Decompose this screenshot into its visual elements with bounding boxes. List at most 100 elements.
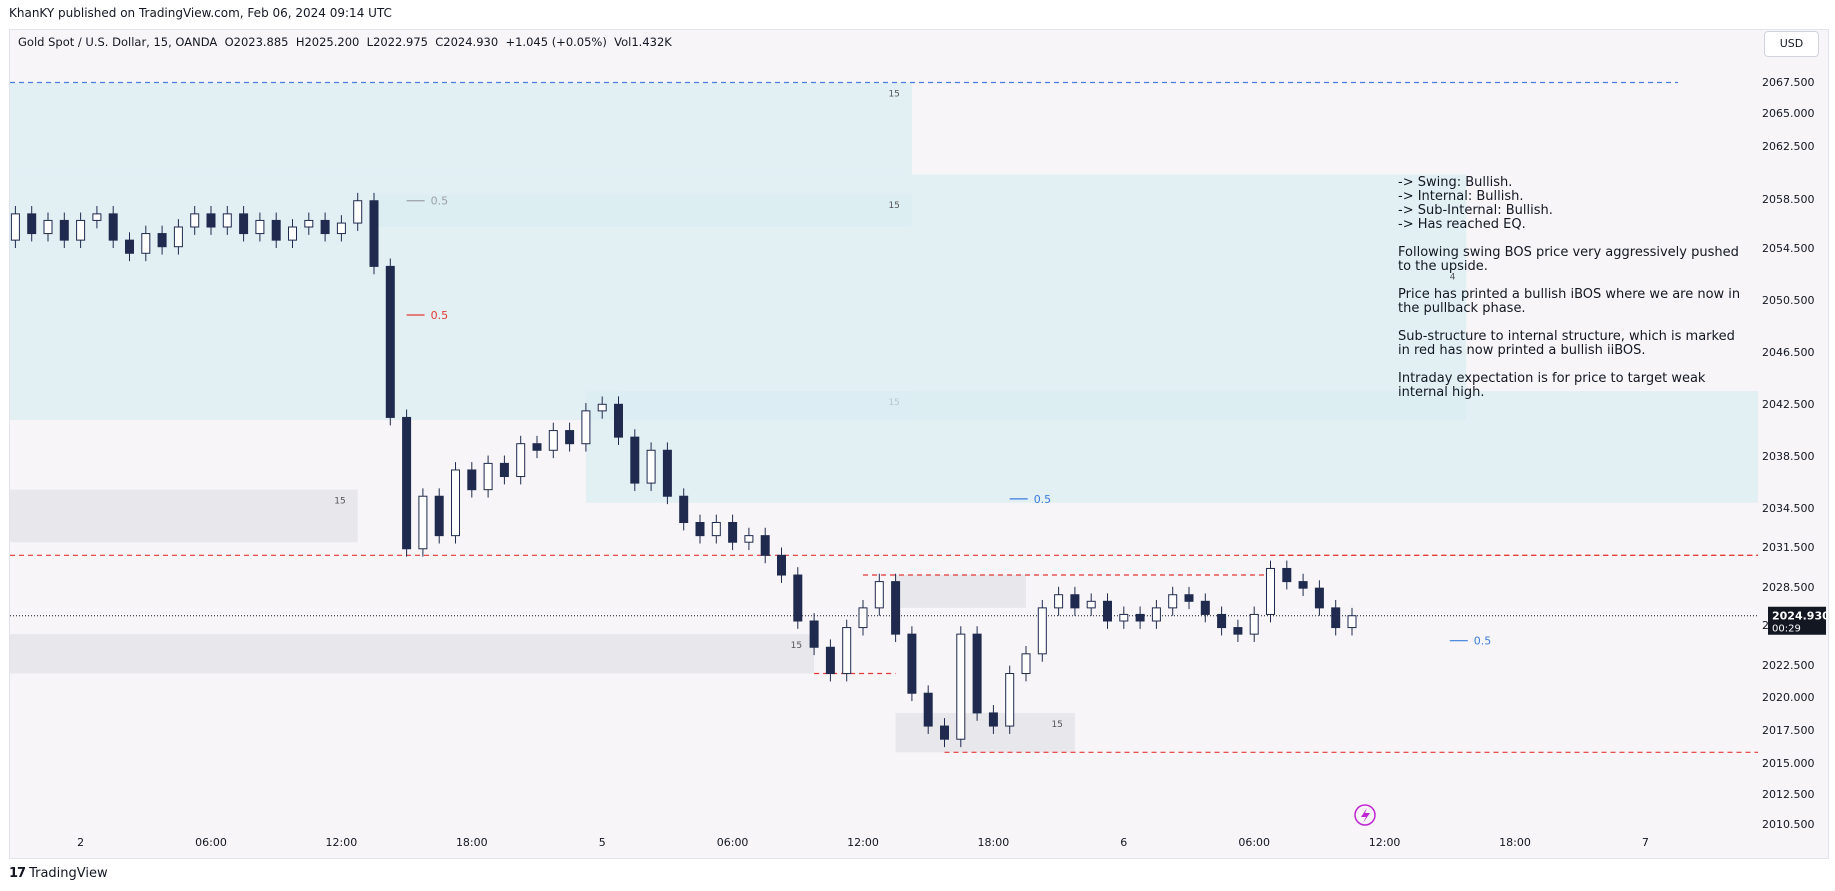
price-axis-tick: 2015.000: [1762, 757, 1815, 770]
price-axis-tick: 2031.500: [1762, 541, 1815, 554]
candle-bearish: [695, 522, 705, 537]
candle-bullish: [451, 469, 460, 537]
ohlc-legend: Gold Spot / U.S. Dollar, 15, OANDA O2023…: [18, 35, 672, 49]
candle-bearish: [662, 449, 672, 497]
candle-bearish: [1217, 613, 1227, 629]
price-chart[interactable]: 1515151515150.50.50.50.542067.5002065.00…: [10, 30, 1828, 858]
publisher-line: KhanKY published on TradingView.com, Feb…: [9, 6, 392, 20]
notes-line: to the upside.: [1398, 259, 1488, 274]
candle-bullish: [222, 213, 232, 228]
time-axis-tick: 12:00: [326, 836, 358, 849]
candle-bullish: [190, 213, 200, 228]
time-axis-tick: 6: [1120, 836, 1127, 849]
candle-bullish: [548, 430, 558, 451]
candle-bullish: [173, 226, 183, 248]
time-axis-tick: 06:00: [195, 836, 227, 849]
candle-bullish: [516, 443, 526, 478]
time-axis-tick: 12:00: [847, 836, 879, 849]
equilibrium-label: 0.5: [431, 195, 449, 208]
candle-bullish: [858, 607, 868, 629]
supply-demand-zone: [585, 391, 1758, 503]
zone-timeframe-label: 15: [888, 90, 899, 100]
price-axis-tick: 2046.500: [1762, 346, 1815, 359]
candle-bearish: [1200, 600, 1210, 615]
notes-line: -> Swing: Bullish.: [1398, 175, 1513, 190]
candle-bearish: [1135, 613, 1145, 622]
candle-bullish: [1005, 673, 1015, 727]
notes-line: in red has now printed a bullish iiBOS.: [1398, 343, 1646, 358]
lightning-icon: [1354, 804, 1376, 826]
legend-open: O2023.885: [224, 35, 289, 49]
candle-bullish: [255, 219, 265, 235]
tradingview-logo-text: TradingView: [29, 866, 108, 881]
candle-bullish: [353, 200, 363, 224]
candle-bearish: [1184, 594, 1194, 602]
price-tag: [1768, 606, 1826, 635]
candle-bearish: [940, 725, 949, 740]
candle-bullish: [1086, 600, 1096, 609]
candle-bullish: [1021, 653, 1031, 675]
zone-timeframe-label: 15: [1051, 720, 1062, 730]
order-block-zone: [895, 712, 1075, 753]
notes-line: -> Internal: Bullish.: [1398, 189, 1524, 204]
candle-bearish: [1314, 587, 1324, 609]
candle-bullish: [1119, 613, 1129, 622]
notes-line: Price has printed a bullish iBOS where w…: [1398, 287, 1741, 302]
candle-bearish: [59, 219, 69, 241]
notes-line: Intraday expectation is for price to tar…: [1398, 371, 1706, 386]
legend-symbol[interactable]: Gold Spot / U.S. Dollar, 15, OANDA: [18, 35, 218, 49]
candle-bearish: [532, 443, 542, 451]
lightning-icon-bolt: [1361, 808, 1370, 823]
price-axis-tick: 2017.500: [1762, 724, 1815, 737]
candle-bearish: [728, 522, 738, 543]
order-block-zone: [895, 575, 1026, 608]
candle-bullish: [336, 222, 346, 235]
candle-bearish: [760, 535, 770, 556]
time-axis-tick: 06:00: [1238, 836, 1270, 849]
candle-bullish: [418, 495, 428, 550]
candle-bearish: [239, 213, 249, 235]
notes-gap: [1398, 358, 1758, 372]
timeframe-label: 4: [1450, 273, 1456, 283]
tradingview-logo-icon: 17: [9, 866, 26, 881]
candle-bearish: [1282, 567, 1292, 583]
tradingview-logo[interactable]: 17 TradingView: [9, 866, 108, 881]
equilibrium-label: 0.5: [1474, 635, 1492, 648]
price-axis-tick: 2010.500: [1762, 818, 1815, 831]
price-axis-tick: 2058.500: [1762, 193, 1815, 206]
candle-bullish: [711, 522, 721, 537]
currency-button[interactable]: USD: [1764, 31, 1819, 57]
candle-bullish: [288, 226, 297, 241]
price-tag-value: 2024.930: [1772, 610, 1828, 623]
candle-bearish: [793, 574, 803, 622]
price-axis-tick: 2054.500: [1762, 242, 1815, 255]
candle-bearish: [679, 495, 689, 524]
notes-line: internal high.: [1398, 385, 1485, 400]
candle-bearish: [108, 213, 118, 241]
legend-change: +1.045 (+0.05%): [505, 35, 607, 49]
zone-timeframe-label: 15: [888, 201, 899, 211]
candle-bullish: [1249, 613, 1259, 635]
candle-bullish: [1054, 594, 1064, 609]
candle-bearish: [1298, 581, 1308, 589]
candle-bearish: [467, 469, 477, 491]
price-axis-tick: 2022.500: [1762, 659, 1815, 672]
order-block-zone: [10, 634, 815, 674]
candle-bullish: [1151, 607, 1161, 622]
chart-pane[interactable]: 1515151515150.50.50.50.542067.5002065.00…: [9, 29, 1829, 859]
time-axis-tick: 06:00: [717, 836, 749, 849]
candle-bullish: [43, 219, 53, 235]
candle-bullish: [874, 581, 884, 609]
time-axis-tick: 5: [599, 836, 606, 849]
candle-bullish: [842, 627, 852, 675]
supply-demand-zone: [374, 194, 912, 227]
candle-bearish: [1331, 607, 1341, 629]
candle-bearish: [434, 495, 444, 537]
candle-bearish: [385, 265, 395, 418]
time-axis-tick: 12:00: [1369, 836, 1401, 849]
time-axis-tick: 7: [1642, 836, 1649, 849]
legend-close: C2024.930: [435, 35, 499, 49]
candle-bearish: [891, 581, 901, 635]
notes-line: -> Sub-Internal: Bullish.: [1398, 203, 1553, 218]
candle-bearish: [614, 403, 623, 438]
